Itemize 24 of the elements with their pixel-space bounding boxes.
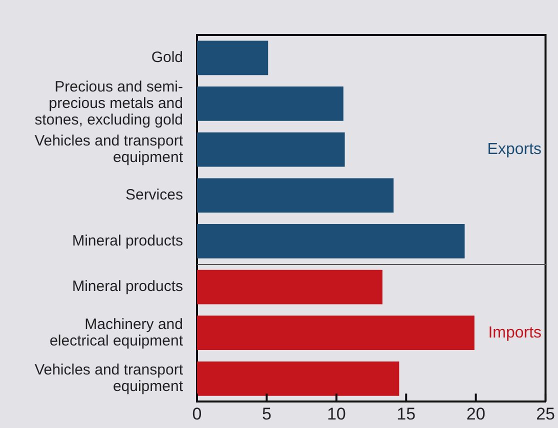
x-tick-label: 5 (262, 404, 272, 424)
y-tick-label: Services (125, 186, 183, 204)
series-label: Imports (488, 324, 542, 342)
y-tick-label: Vehicles and transport equipment (34, 362, 184, 396)
x-tick-label: 25 (536, 404, 556, 424)
y-tick-label: Machinery and electrical equipment (50, 316, 184, 350)
x-tick-label: 20 (466, 404, 486, 424)
y-tick-label: Mineral products (72, 278, 183, 296)
y-tick-label: Precious and semi-precious metals and stones, excluding gold (34, 78, 183, 128)
y-tick-label: Gold (151, 49, 183, 66)
bar (197, 224, 465, 258)
bar (197, 316, 474, 350)
x-tick-label: 15 (396, 404, 416, 424)
y-tick-label: Mineral products (72, 232, 183, 250)
x-tick-label: 0 (192, 404, 202, 424)
text: Exports (487, 140, 542, 158)
bar (197, 270, 382, 304)
bar (197, 132, 345, 167)
bar (197, 40, 268, 76)
bar (197, 178, 394, 213)
y-tick-label: Vehicles and transport equipment (34, 132, 184, 166)
x-tick-label: 10 (326, 404, 346, 424)
bar (197, 362, 400, 396)
bar (197, 86, 344, 121)
